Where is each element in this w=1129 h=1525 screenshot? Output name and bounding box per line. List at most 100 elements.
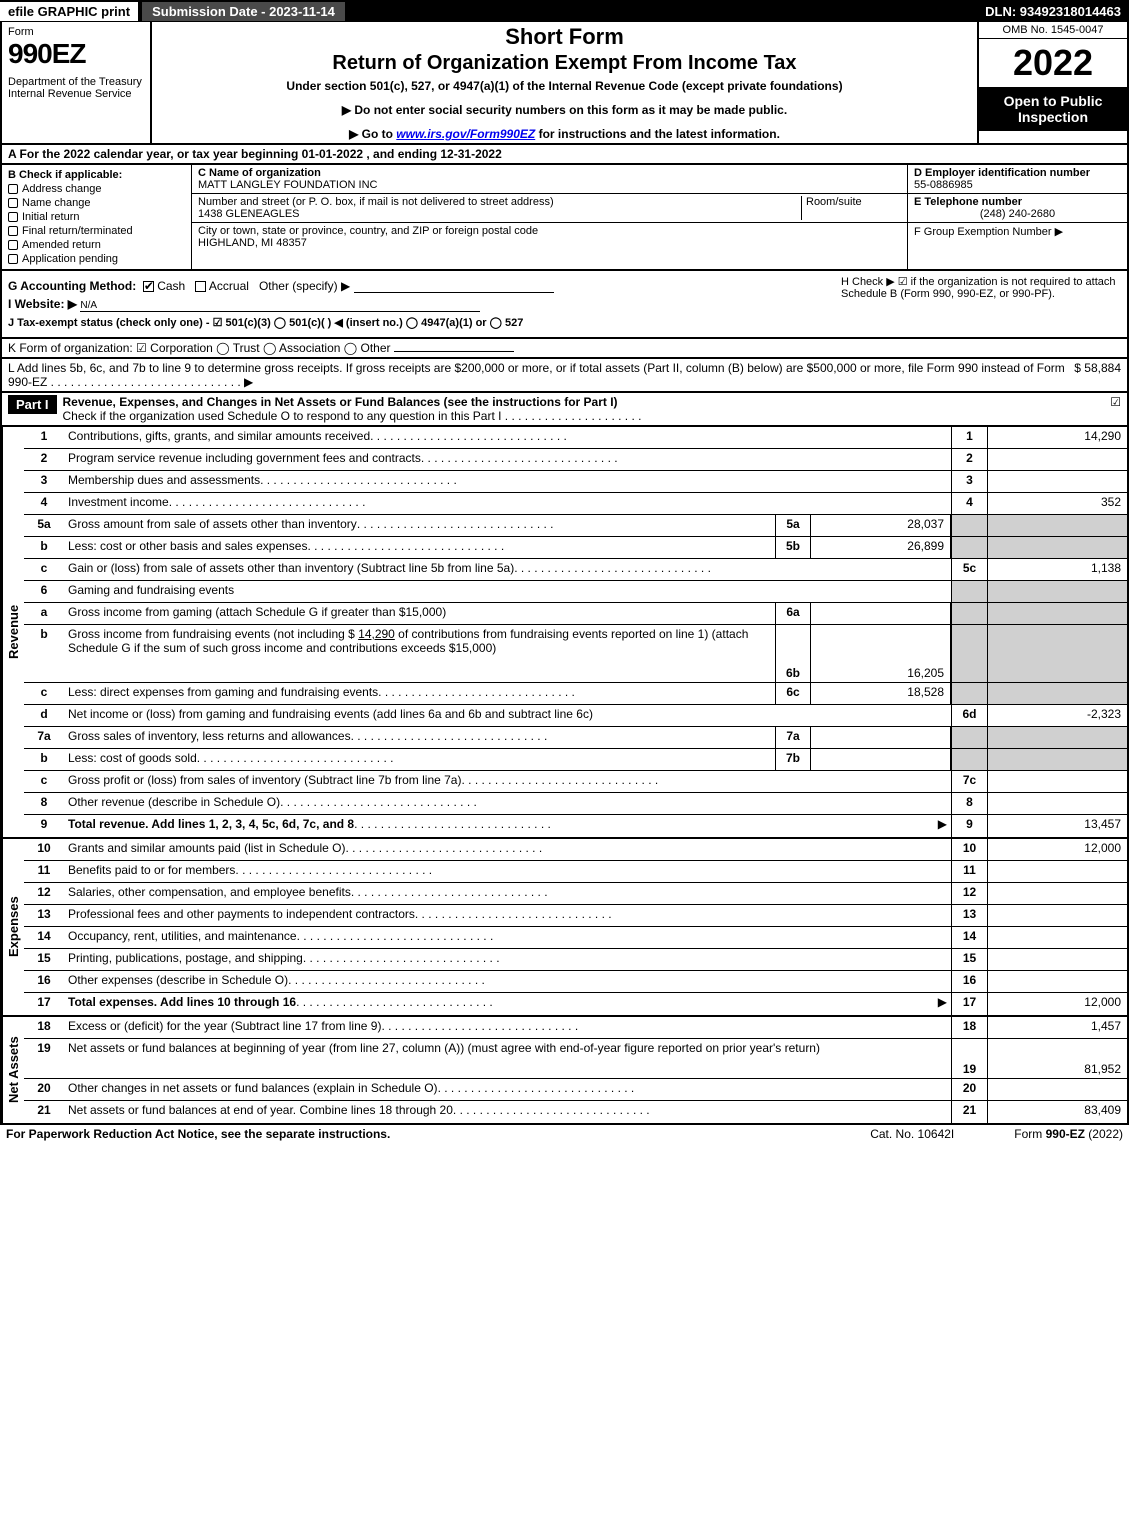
line-6b-rnum-grey	[951, 625, 987, 682]
paperwork-notice: For Paperwork Reduction Act Notice, see …	[6, 1127, 390, 1141]
col-b-checkboxes: B Check if applicable: Address change Na…	[2, 165, 192, 269]
line-2: 2 Program service revenue including gove…	[24, 449, 1127, 471]
line-5c-desc: Gain or (loss) from sale of assets other…	[68, 561, 514, 578]
line-21-value: 83,409	[987, 1101, 1127, 1123]
line-18-value: 1,457	[987, 1017, 1127, 1038]
line-15-rnum: 15	[951, 949, 987, 970]
line-9-rnum: 9	[951, 815, 987, 837]
opt-final-return[interactable]: Final return/terminated	[8, 225, 185, 237]
line-14-desc: Occupancy, rent, utilities, and maintena…	[68, 929, 297, 946]
line-2-rnum: 2	[951, 449, 987, 470]
part-i-header: Part I Revenue, Expenses, and Changes in…	[0, 393, 1129, 427]
opt-name-change[interactable]: Name change	[8, 197, 185, 209]
line-7b-midval	[811, 749, 951, 770]
accrual-checkbox[interactable]	[195, 281, 206, 292]
line-5a-rnum-grey	[951, 515, 987, 536]
line-17-num: 17	[24, 993, 64, 1015]
org-name: MATT LANGLEY FOUNDATION INC	[198, 179, 378, 191]
line-7b-rval-grey	[987, 749, 1127, 770]
arrow-icon: ▶	[934, 817, 947, 835]
line-1: 1 Contributions, gifts, grants, and simi…	[24, 427, 1127, 449]
omb-number: OMB No. 1545-0047	[979, 22, 1127, 39]
line-4-rnum: 4	[951, 493, 987, 514]
line-14: 14 Occupancy, rent, utilities, and maint…	[24, 927, 1127, 949]
opt-amended-return-label: Amended return	[22, 239, 101, 251]
catalog-number: Cat. No. 10642I	[870, 1127, 954, 1141]
line-18: 18 Excess or (deficit) for the year (Sub…	[24, 1017, 1127, 1039]
ssn-warning: ▶ Do not enter social security numbers o…	[158, 103, 971, 117]
line-13-rnum: 13	[951, 905, 987, 926]
top-bar: efile GRAPHIC print Submission Date - 20…	[0, 0, 1129, 22]
l-text: L Add lines 5b, 6c, and 7b to line 9 to …	[8, 361, 1074, 389]
line-11: 11 Benefits paid to or for members 11	[24, 861, 1127, 883]
k-other-input[interactable]	[394, 351, 514, 352]
line-5b-rval-grey	[987, 537, 1127, 558]
line-9: 9 Total revenue. Add lines 1, 2, 3, 4, 5…	[24, 815, 1127, 837]
line-7a-rnum-grey	[951, 727, 987, 748]
accrual-label: Accrual	[209, 279, 249, 293]
line-7a: 7a Gross sales of inventory, less return…	[24, 727, 1127, 749]
line-19: 19 Net assets or fund balances at beginn…	[24, 1039, 1127, 1079]
form-title-short: Short Form	[158, 24, 971, 50]
website-value: N/A	[80, 300, 480, 312]
j-text: J Tax-exempt status (check only one) - ☑…	[8, 317, 523, 329]
line-4-num: 4	[24, 493, 64, 514]
line-6a: a Gross income from gaming (attach Sched…	[24, 603, 1127, 625]
line-5c-num: c	[24, 559, 64, 580]
line-12-value	[987, 883, 1127, 904]
col-c-org-info: C Name of organization MATT LANGLEY FOUN…	[192, 165, 907, 269]
line-7c: c Gross profit or (loss) from sales of i…	[24, 771, 1127, 793]
line-1-rnum: 1	[951, 427, 987, 448]
line-6a-desc: Gross income from gaming (attach Schedul…	[64, 603, 775, 624]
part-i-subtitle: Check if the organization used Schedule …	[63, 409, 642, 423]
line-17-rnum: 17	[951, 993, 987, 1015]
line-6d-rnum: 6d	[951, 705, 987, 726]
line-6d-value: -2,323	[987, 705, 1127, 726]
efile-print-label[interactable]: efile GRAPHIC print	[0, 2, 138, 21]
line-6-rval-grey	[987, 581, 1127, 602]
telephone-label: E Telephone number	[914, 196, 1121, 208]
line-10-value: 12,000	[987, 839, 1127, 860]
line-12: 12 Salaries, other compensation, and emp…	[24, 883, 1127, 905]
b-header: B Check if applicable:	[8, 169, 185, 181]
submission-date: Submission Date - 2023-11-14	[142, 2, 345, 21]
opt-address-change[interactable]: Address change	[8, 183, 185, 195]
line-5a-num: 5a	[24, 515, 64, 536]
form-number: 990EZ	[8, 38, 144, 70]
line-7c-rnum: 7c	[951, 771, 987, 792]
line-16-value	[987, 971, 1127, 992]
line-17-desc: Total expenses. Add lines 10 through 16	[68, 995, 296, 1009]
street-row: Number and street (or P. O. box, if mail…	[192, 194, 907, 223]
opt-application-pending[interactable]: Application pending	[8, 253, 185, 265]
irs-link[interactable]: www.irs.gov/Form990EZ	[396, 127, 535, 141]
line-4-desc: Investment income	[68, 495, 169, 512]
other-specify-input[interactable]	[354, 279, 554, 293]
section-ghij: H Check ▶ ☑ if the organization is not r…	[0, 271, 1129, 339]
line-6c: c Less: direct expenses from gaming and …	[24, 683, 1127, 705]
schedule-o-check[interactable]: ☑	[1110, 395, 1121, 409]
line-15-num: 15	[24, 949, 64, 970]
line-k-org-form: K Form of organization: ☑ Corporation ◯ …	[0, 339, 1129, 359]
header-right: OMB No. 1545-0047 2022 Open to Public In…	[977, 22, 1127, 143]
line-17: 17 Total expenses. Add lines 10 through …	[24, 993, 1127, 1015]
line-5b-num: b	[24, 537, 64, 558]
line-20: 20 Other changes in net assets or fund b…	[24, 1079, 1127, 1101]
form-footer-pre: Form	[1014, 1127, 1045, 1141]
opt-initial-return[interactable]: Initial return	[8, 211, 185, 223]
cash-checkbox[interactable]	[143, 281, 154, 292]
line-11-value	[987, 861, 1127, 882]
line-7a-num: 7a	[24, 727, 64, 748]
line-5c: c Gain or (loss) from sale of assets oth…	[24, 559, 1127, 581]
line-21: 21 Net assets or fund balances at end of…	[24, 1101, 1127, 1123]
opt-amended-return[interactable]: Amended return	[8, 239, 185, 251]
line-6c-num: c	[24, 683, 64, 704]
line-19-num: 19	[24, 1039, 64, 1078]
line-6b-num: b	[24, 625, 64, 682]
opt-final-return-label: Final return/terminated	[22, 225, 133, 237]
line-8-value	[987, 793, 1127, 814]
line-6a-rval-grey	[987, 603, 1127, 624]
opt-initial-return-label: Initial return	[22, 211, 79, 223]
line-8: 8 Other revenue (describe in Schedule O)…	[24, 793, 1127, 815]
line-2-num: 2	[24, 449, 64, 470]
line-4-value: 352	[987, 493, 1127, 514]
